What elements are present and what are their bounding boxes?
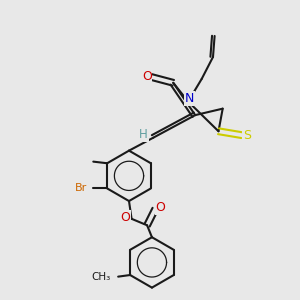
Text: N: N — [185, 92, 194, 105]
Text: Br: Br — [75, 183, 88, 194]
Text: H: H — [139, 128, 148, 141]
Text: O: O — [142, 70, 152, 83]
Text: O: O — [120, 211, 130, 224]
Text: O: O — [155, 201, 165, 214]
Text: S: S — [243, 129, 251, 142]
Text: CH₃: CH₃ — [92, 272, 111, 282]
